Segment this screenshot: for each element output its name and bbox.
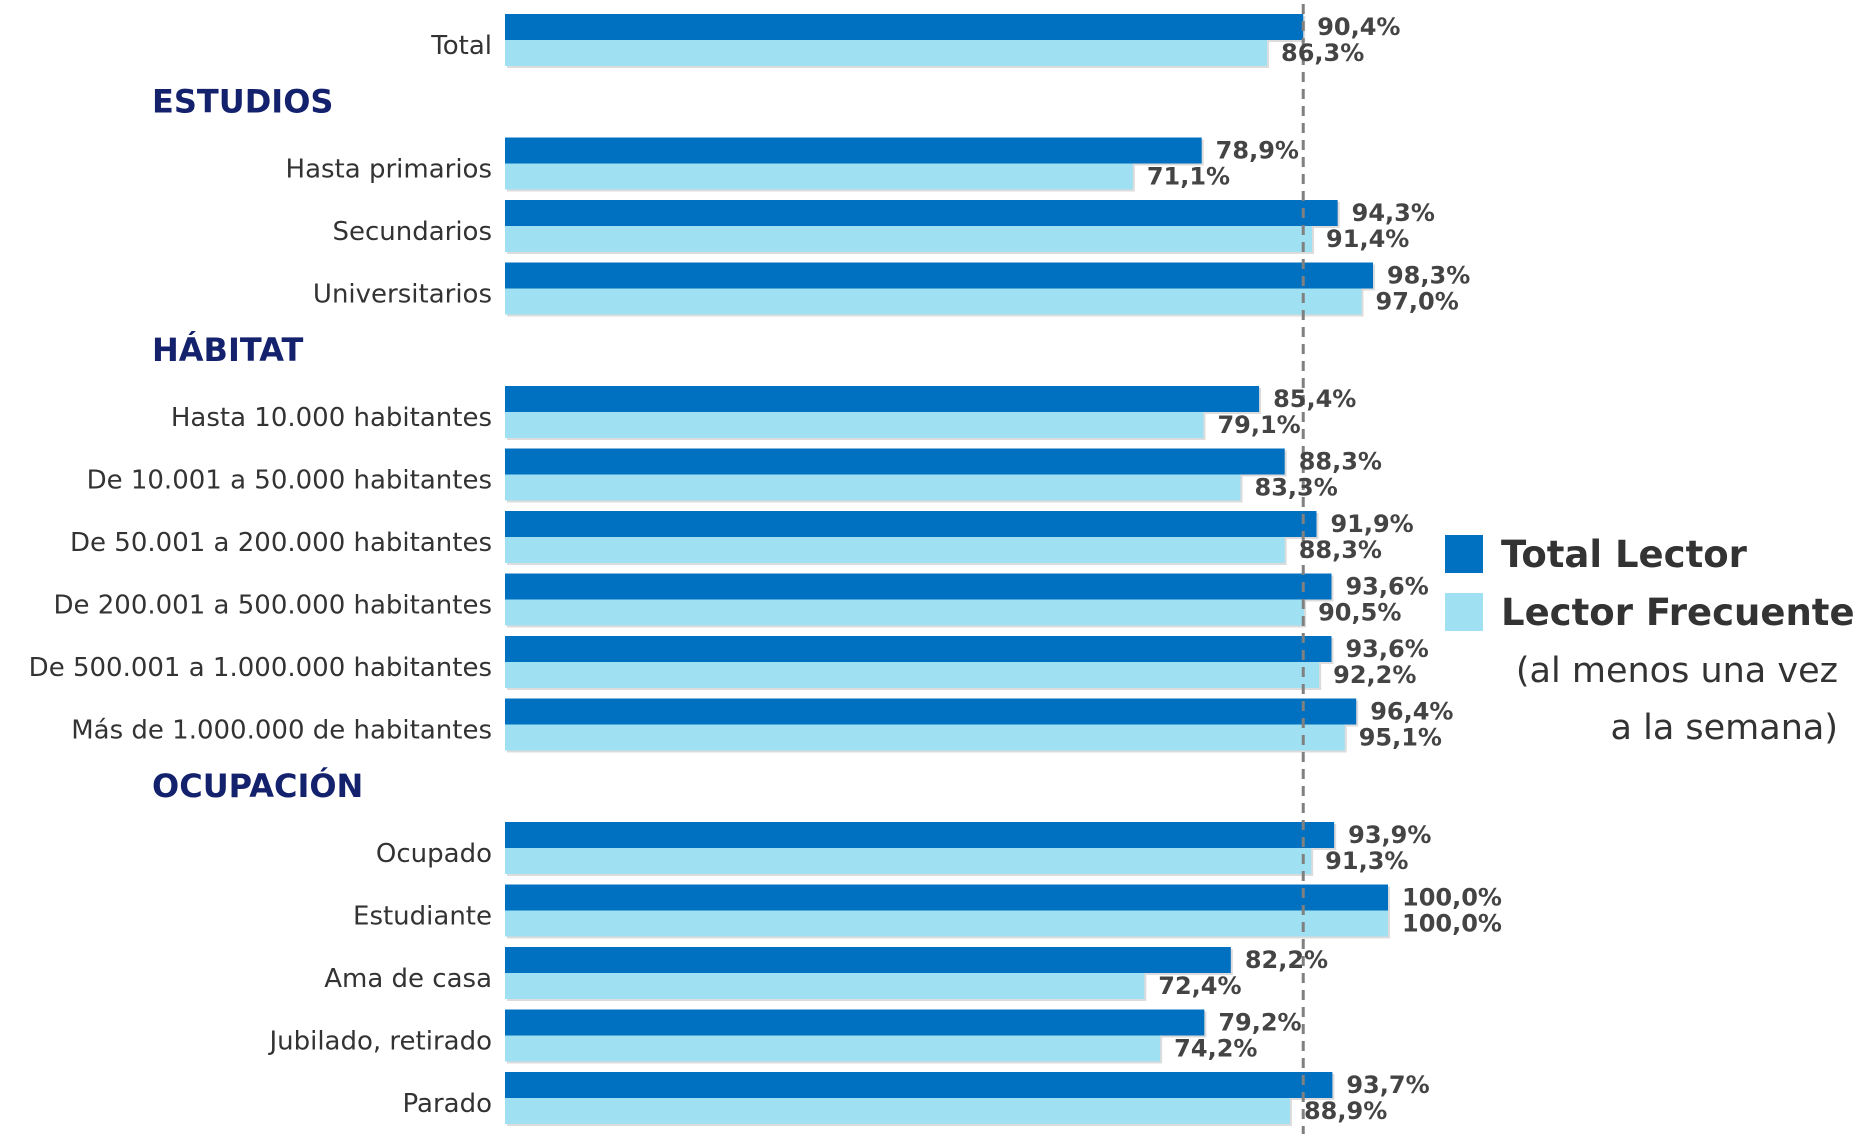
bar-total-lector-hasta-10-000-habitantes <box>505 386 1260 412</box>
value-label-lector-frecuente-hasta-primarios: 71,1% <box>1147 163 1230 191</box>
category-label-de-200-001-a-500-000-habitantes: De 200.001 a 500.000 habitantes <box>53 591 492 621</box>
value-label-lector-frecuente-de-200-001-a-500-000-habitantes: 90,5% <box>1318 599 1401 627</box>
bar-lector-frecuente-de-200-001-a-500-000-habitantes <box>505 599 1305 626</box>
bar-lector-frecuente-parado <box>505 1098 1290 1124</box>
bar-total-lector-de-500-001-a-1-000-000-habitantes <box>505 636 1332 662</box>
category-label-de-10-001-a-50-000-habitantes: De 10.001 a 50.000 habitantes <box>87 466 492 496</box>
bar-lector-frecuente-ocupado <box>505 848 1312 874</box>
bar-total-lector-jubilado-retirado <box>505 1009 1205 1036</box>
legend-swatch-lector-frecuente <box>1445 593 1483 631</box>
bar-total-lector-de-10-001-a-50-000-habitantes <box>505 448 1285 475</box>
bar-lector-frecuente-ama-de-casa <box>505 973 1145 999</box>
category-label-ocupado: Ocupado <box>376 839 492 869</box>
category-label-secundarios: Secundarios <box>332 217 492 247</box>
category-label-hasta-primarios: Hasta primarios <box>286 155 492 185</box>
category-label-parado: Parado <box>403 1089 492 1119</box>
bar-total-lector-parado <box>505 1072 1333 1098</box>
value-label-lector-frecuente-mas-de-1-000-000-de-habitantes: 95,1% <box>1359 724 1442 752</box>
value-label-total-lector-parado: 93,7% <box>1346 1071 1429 1099</box>
bar-total-lector-de-50-001-a-200-000-habitantes <box>505 511 1317 537</box>
bar-total-lector-secundarios <box>505 200 1338 226</box>
category-label-mas-de-1-000-000-de-habitantes: Más de 1.000.000 de habitantes <box>71 716 492 746</box>
value-label-total-lector-de-500-001-a-1-000-000-habitantes: 93,6% <box>1345 635 1428 663</box>
bar-lector-frecuente-universitarios <box>505 288 1362 315</box>
bar-total-lector-ocupado <box>505 822 1335 848</box>
bar-lector-frecuente-secundarios <box>505 226 1313 252</box>
bar-lector-frecuente-de-10-001-a-50-000-habitantes <box>505 474 1241 501</box>
category-label-ama-de-casa: Ama de casa <box>324 964 492 994</box>
value-label-total-lector-hasta-10-000-habitantes: 85,4% <box>1273 385 1356 413</box>
bar-total-lector-total <box>505 14 1304 40</box>
value-label-lector-frecuente-de-10-001-a-50-000-habitantes: 83,3% <box>1255 474 1338 502</box>
bar-lector-frecuente-total <box>505 40 1268 66</box>
legend-note-line1: (al menos una vez <box>1515 651 1838 691</box>
category-label-total: Total <box>430 31 492 61</box>
bar-total-lector-mas-de-1-000-000-de-habitantes <box>505 698 1357 725</box>
value-label-lector-frecuente-de-50-001-a-200-000-habitantes: 88,3% <box>1299 536 1382 564</box>
value-label-lector-frecuente-ocupado: 91,3% <box>1325 847 1408 875</box>
bar-lector-frecuente-jubilado-retirado <box>505 1035 1161 1062</box>
legend-swatch-total-lector <box>1445 535 1483 573</box>
bar-lector-frecuente-de-500-001-a-1-000-000-habitantes <box>505 662 1320 688</box>
value-label-lector-frecuente-total: 86,3% <box>1281 39 1364 67</box>
value-label-total-lector-hasta-primarios: 78,9% <box>1216 137 1299 165</box>
bar-lector-frecuente-estudiante <box>505 910 1388 937</box>
legend-label-lector-frecuente: Lector Frecuente <box>1501 590 1854 634</box>
value-label-total-lector-estudiante: 100,0% <box>1402 884 1502 912</box>
value-label-total-lector-ocupado: 93,9% <box>1348 821 1431 849</box>
category-label-de-500-001-a-1-000-000-habitantes: De 500.001 a 1.000.000 habitantes <box>29 653 492 683</box>
bar-lector-frecuente-de-50-001-a-200-000-habitantes <box>505 537 1285 563</box>
value-label-total-lector-ama-de-casa: 82,2% <box>1245 946 1328 974</box>
value-label-total-lector-de-200-001-a-500-000-habitantes: 93,6% <box>1345 573 1428 601</box>
value-label-lector-frecuente-ama-de-casa: 72,4% <box>1158 972 1241 1000</box>
value-label-lector-frecuente-parado: 88,9% <box>1304 1097 1387 1125</box>
value-label-total-lector-de-10-001-a-50-000-habitantes: 88,3% <box>1299 448 1382 476</box>
value-label-total-lector-jubilado-retirado: 79,2% <box>1218 1009 1301 1037</box>
bar-total-lector-estudiante <box>505 884 1388 911</box>
bar-lector-frecuente-mas-de-1-000-000-de-habitantes <box>505 724 1345 751</box>
bar-total-lector-ama-de-casa <box>505 947 1231 973</box>
category-label-de-50-001-a-200-000-habitantes: De 50.001 a 200.000 habitantes <box>70 528 492 558</box>
category-label-universitarios: Universitarios <box>313 280 492 310</box>
category-label-estudiante: Estudiante <box>353 902 492 932</box>
section-title-estudios: ESTUDIOS <box>152 83 333 121</box>
value-label-lector-frecuente-jubilado-retirado: 74,2% <box>1174 1035 1257 1063</box>
bar-total-lector-hasta-primarios <box>505 137 1202 164</box>
value-label-total-lector-mas-de-1-000-000-de-habitantes: 96,4% <box>1370 698 1453 726</box>
section-title-habitat: HÁBITAT <box>152 331 303 369</box>
legend-note-line2: a la semana) <box>1610 708 1838 748</box>
legend-label-total-lector: Total Lector <box>1501 532 1747 576</box>
bar-lector-frecuente-hasta-primarios <box>505 163 1133 190</box>
legend: Total Lector Lector Frecuente (al menos … <box>1445 525 1854 757</box>
value-label-total-lector-secundarios: 94,3% <box>1352 199 1435 227</box>
bar-total-lector-universitarios <box>505 262 1373 289</box>
value-label-lector-frecuente-hasta-10-000-habitantes: 79,1% <box>1217 411 1300 439</box>
category-label-jubilado-retirado: Jubilado, retirado <box>267 1027 492 1057</box>
category-label-hasta-10-000-habitantes: Hasta 10.000 habitantes <box>171 403 492 433</box>
section-title-ocupacion: OCUPACIÓN <box>152 766 363 805</box>
legend-item-lector-frecuente: Lector Frecuente <box>1445 583 1854 641</box>
value-label-lector-frecuente-secundarios: 91,4% <box>1326 225 1409 253</box>
bar-total-lector-de-200-001-a-500-000-habitantes <box>505 573 1332 600</box>
bar-lector-frecuente-hasta-10-000-habitantes <box>505 412 1204 438</box>
legend-item-total-lector: Total Lector <box>1445 525 1850 583</box>
value-label-lector-frecuente-estudiante: 100,0% <box>1402 910 1502 938</box>
value-label-total-lector-universitarios: 98,3% <box>1387 262 1470 290</box>
value-label-total-lector-total: 90,4% <box>1317 13 1400 41</box>
value-label-lector-frecuente-universitarios: 97,0% <box>1376 288 1459 316</box>
value-label-total-lector-de-50-001-a-200-000-habitantes: 91,9% <box>1330 510 1413 538</box>
value-label-lector-frecuente-de-500-001-a-1-000-000-habitantes: 92,2% <box>1333 661 1416 689</box>
legend-note: (al menos una vez a la semana) <box>1445 643 1850 757</box>
